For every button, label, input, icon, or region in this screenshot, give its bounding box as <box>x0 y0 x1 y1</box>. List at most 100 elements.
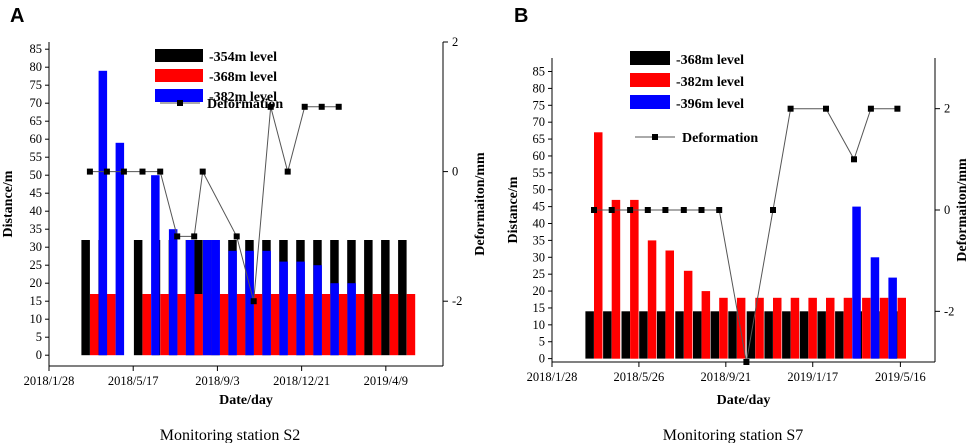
y-tick-label: 40 <box>30 204 43 218</box>
y-tick-label: 10 <box>533 318 546 332</box>
legend-swatch <box>630 51 670 65</box>
bar <box>287 294 297 356</box>
bar <box>594 132 603 359</box>
bar <box>773 297 782 359</box>
y-tick-label: 15 <box>30 294 43 308</box>
y-tick-label: 40 <box>533 217 546 231</box>
legend-label: -396m level <box>676 97 744 112</box>
legend-label: -354m level <box>209 50 277 65</box>
bar <box>719 297 728 359</box>
bar <box>185 240 195 356</box>
deformation-point <box>591 207 597 213</box>
y-tick-label: 20 <box>533 284 546 298</box>
bar <box>764 311 773 359</box>
bar <box>321 294 331 356</box>
deformation-point <box>716 207 723 213</box>
bar <box>347 283 356 356</box>
legend-label: Deformation <box>682 131 758 146</box>
deformation-point <box>250 298 257 305</box>
bar <box>630 199 639 359</box>
bar <box>693 311 702 359</box>
bar <box>253 294 263 356</box>
y-tick-label: 80 <box>30 60 43 74</box>
bar <box>177 294 186 356</box>
y-tick-label: 65 <box>533 132 546 146</box>
bar <box>611 199 621 359</box>
panel-letter: B <box>514 5 528 27</box>
legend-label: Deformation <box>207 97 283 112</box>
deformation-point <box>199 168 206 175</box>
bar <box>151 175 160 356</box>
bar <box>107 294 116 356</box>
x-tick-label: 2019/5/16 <box>875 370 926 384</box>
deformation-point <box>267 103 274 110</box>
legend-swatch <box>155 69 203 82</box>
y-tick-label: 35 <box>533 233 546 247</box>
deformation-point <box>318 103 325 110</box>
bar <box>202 240 212 356</box>
chart-caption: Monitoring station S2 <box>160 427 300 443</box>
bar <box>81 240 90 356</box>
deformation-point <box>103 168 110 175</box>
bar <box>826 297 835 359</box>
bar <box>389 294 399 356</box>
legend-swatch <box>155 49 203 62</box>
legend-swatch <box>630 73 670 87</box>
bar <box>270 294 280 356</box>
x-tick-label: 2018/1/28 <box>527 370 578 384</box>
bar <box>228 250 237 356</box>
x-tick-label: 2019/4/9 <box>364 374 408 388</box>
bar <box>372 294 382 356</box>
y-tick-label: 75 <box>533 98 546 112</box>
y-tick-label: 0 <box>539 352 545 366</box>
y-tick-label: 45 <box>533 200 546 214</box>
y-tick-label: 45 <box>30 186 43 200</box>
x-tick-label: 2018/1/28 <box>24 374 75 388</box>
chart-caption: Monitoring station S7 <box>663 427 803 443</box>
deformation-point <box>120 168 127 175</box>
chart-panel-b: B 0 5 10 15 20 25 30 35 40 45 50 55 60 65 70 75 80 85 -2 0 2 2… <box>506 5 969 443</box>
bar <box>862 297 871 359</box>
bar <box>585 311 594 359</box>
y2-axis-label: Deformaiton/mm <box>473 152 488 256</box>
bar <box>799 311 809 359</box>
deformation-point <box>157 168 164 175</box>
legend-label: -382m level <box>209 90 277 105</box>
bar <box>879 297 889 359</box>
y-tick-label: 55 <box>533 166 546 180</box>
bar <box>142 294 151 356</box>
bar <box>790 297 800 359</box>
deformation-point <box>770 207 776 213</box>
deformation-point <box>698 207 705 213</box>
chart-panel-a: A 0 5 10 15 20 25 30 35 40 45 50 55 60 65 70 75 80 85 -2 0 2 2… <box>1 5 488 443</box>
bar <box>870 257 880 359</box>
bar <box>355 294 365 356</box>
y-tick-label: 55 <box>30 150 43 164</box>
y2-tick-label: 2 <box>452 35 458 49</box>
y-tick-label: 50 <box>30 168 43 182</box>
x-axis-label: Date/day <box>717 393 771 408</box>
y-tick-label: 20 <box>30 276 43 290</box>
bar <box>817 311 826 359</box>
y-tick-label: 30 <box>533 250 546 264</box>
bar <box>313 265 322 356</box>
deformation-point <box>662 207 669 213</box>
bar <box>296 261 305 356</box>
y-axis-label: Distance/m <box>1 170 16 237</box>
x-axis-label: Date/day <box>219 393 273 408</box>
bar <box>665 250 674 359</box>
bar <box>728 311 737 359</box>
bar <box>160 294 169 356</box>
x-tick-label: 2018/5/26 <box>614 370 665 384</box>
y-tick-label: 85 <box>533 65 546 79</box>
y-tick-label: 70 <box>30 96 43 110</box>
y2-tick-label: 0 <box>944 203 950 217</box>
y-tick-label: 65 <box>30 114 43 128</box>
bar <box>115 142 125 356</box>
y-tick-label: 5 <box>36 330 42 344</box>
y2-tick-label: -2 <box>944 304 954 318</box>
bar <box>245 250 254 356</box>
bar <box>211 240 220 356</box>
y2-axis-label: Deformaiton/mm <box>955 158 969 262</box>
